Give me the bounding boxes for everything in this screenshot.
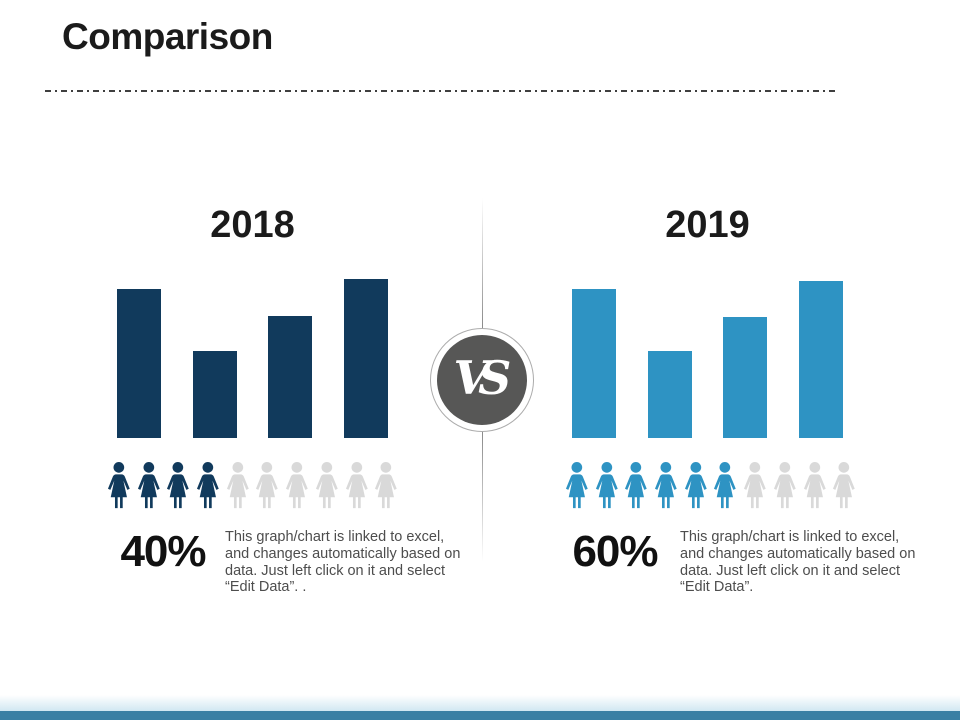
woman-icon (773, 462, 796, 509)
pictograph-row-2019 (562, 461, 862, 511)
bar-chart-2018 (117, 279, 388, 438)
percent-label-2018: 40% (120, 527, 206, 576)
year-label-2018: 2018 (210, 204, 295, 246)
pictograph-row-2018 (104, 461, 404, 511)
woman-icon (107, 462, 130, 509)
bar (723, 317, 768, 438)
bottom-bar-glow (0, 695, 960, 711)
woman-icon (226, 462, 249, 509)
woman-icon (714, 462, 737, 509)
year-label-2019: 2019 (665, 204, 750, 246)
bar (647, 350, 692, 438)
description-text-2018: This graph/chart is linked to excel, and… (225, 529, 461, 596)
woman-icon (565, 462, 588, 509)
woman-icon (286, 462, 308, 509)
page-title: Comparison (62, 16, 273, 57)
bar (268, 315, 313, 438)
bottom-accent-bar (0, 711, 960, 720)
woman-icon (625, 462, 648, 509)
woman-icon (655, 462, 677, 509)
woman-icon (595, 462, 618, 509)
woman-icon (315, 462, 338, 509)
vs-badge-circle: VS (437, 335, 527, 425)
title-divider-dashed-line (45, 90, 837, 92)
woman-icon (684, 462, 707, 509)
woman-icon (744, 462, 766, 509)
woman-icon (167, 462, 190, 509)
bar (798, 280, 843, 438)
woman-icon (345, 462, 368, 509)
woman-icon (256, 462, 279, 509)
woman-icon (375, 462, 397, 509)
bar (572, 288, 616, 438)
bar-chart-2019 (572, 279, 843, 438)
bar (192, 350, 237, 438)
bar (343, 279, 388, 438)
woman-icon (803, 462, 826, 509)
woman-icon (197, 462, 219, 509)
woman-icon (833, 462, 855, 509)
woman-icon (137, 462, 160, 509)
description-text-2019: This graph/chart is linked to excel, and… (680, 529, 916, 596)
bar (117, 288, 161, 438)
percent-label-2019: 60% (572, 527, 658, 576)
vs-badge-label: VS (453, 351, 512, 405)
vs-badge: VS (430, 328, 534, 432)
